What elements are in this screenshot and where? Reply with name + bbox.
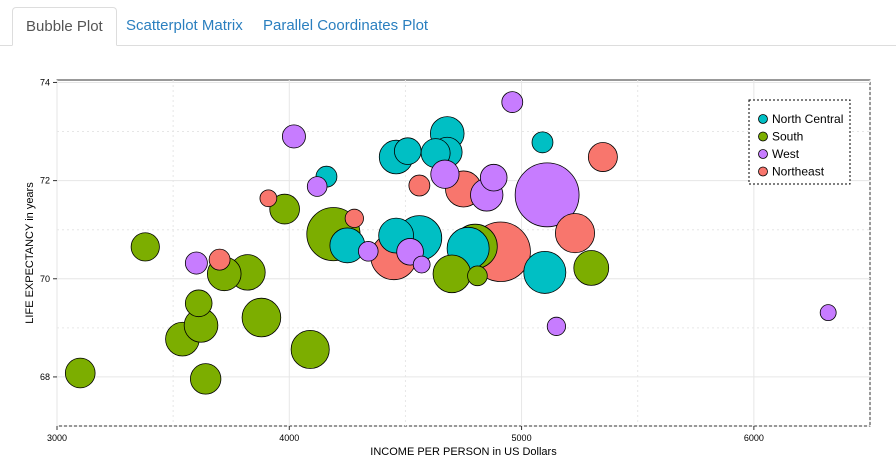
legend-label: West	[772, 147, 800, 161]
bubble-west	[514, 162, 580, 228]
bubble-south	[269, 193, 300, 225]
bubble-northeast	[344, 208, 364, 228]
bubble-south	[64, 357, 96, 389]
legend-swatch	[758, 131, 768, 142]
y-tick-label: 68	[40, 372, 50, 382]
bubble-west	[357, 241, 379, 262]
bubble-west	[412, 255, 431, 274]
axis-ticks: 3000 4000 5000 6000 68 70 72 74	[40, 77, 764, 443]
x-tick-label: 5000	[512, 433, 532, 443]
bubble-south	[130, 232, 160, 262]
bubble-northeast	[408, 174, 431, 197]
bubble-west	[479, 163, 508, 192]
legend-swatch	[758, 114, 768, 124]
x-axis-label: INCOME PER PERSON in US Dollars	[370, 446, 557, 458]
bubble-south	[184, 289, 213, 318]
bubble-northeast	[554, 213, 595, 254]
tab-bubble-plot[interactable]: Bubble Plot	[12, 7, 117, 46]
legend-label: North Central	[772, 112, 843, 126]
tab-bar-divider	[0, 45, 896, 46]
bubble-south	[241, 297, 282, 338]
x-tick-label: 4000	[279, 433, 299, 443]
y-tick-label: 70	[40, 274, 50, 284]
bubble-north-central	[329, 227, 366, 264]
bubble-west	[281, 124, 306, 149]
bubble-south	[190, 363, 222, 395]
x-tick-label: 6000	[744, 433, 764, 443]
bubble-north-central	[393, 137, 422, 165]
y-tick-label: 72	[40, 176, 50, 186]
bubble-south	[467, 265, 488, 287]
y-tick-label: 74	[40, 77, 50, 87]
tab-scatterplot-matrix[interactable]: Scatterplot Matrix	[126, 17, 243, 34]
legend-label: South	[772, 130, 803, 144]
bubble-northeast	[587, 142, 618, 172]
legend-swatch	[758, 166, 768, 177]
bubble-west	[184, 251, 208, 275]
bubble-south	[290, 329, 330, 369]
bubble-south	[573, 250, 610, 286]
bubble-west	[819, 304, 837, 322]
bubble-west	[430, 159, 460, 189]
tab-bar: Bubble Plot Scatterplot Matrix Parallel …	[0, 0, 896, 46]
bubble-northeast	[259, 189, 278, 208]
legend: North Central South West Northeast	[748, 99, 851, 185]
bubble-north-central	[531, 131, 554, 154]
bubble-west	[501, 91, 524, 113]
y-axis-label: LIFE EXPECTANCY in years	[24, 182, 36, 324]
bubble-northeast	[208, 248, 231, 271]
legend-label: Northeast	[772, 165, 825, 179]
x-tick-label: 3000	[47, 433, 67, 443]
legend-swatch	[758, 149, 768, 159]
tab-parallel-coordinates-plot[interactable]: Parallel Coordinates Plot	[263, 17, 429, 34]
bubble-north-central	[523, 250, 567, 294]
bubble-west	[546, 316, 567, 336]
bubble-west	[306, 176, 328, 197]
bubble-south	[432, 254, 472, 294]
bubbles	[64, 91, 837, 395]
